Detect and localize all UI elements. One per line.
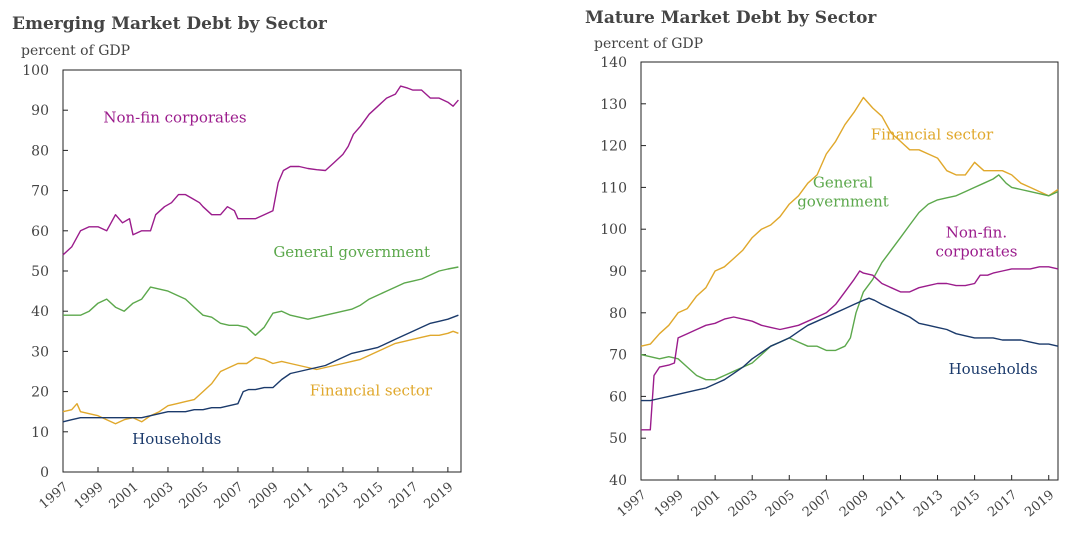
mature-non-fin-corporates-label: Non-fin. xyxy=(946,224,1007,242)
emerging-x-tick-label: 2003 xyxy=(142,480,177,513)
emerging-y-tick-label: 30 xyxy=(31,344,49,360)
mature-general-government-label: government xyxy=(797,192,889,210)
emerging-financial-sector-label: Financial sector xyxy=(310,382,433,400)
emerging-x-tick-label: 2019 xyxy=(421,480,456,513)
emerging-y-tick-label: 80 xyxy=(31,143,49,159)
mature-x-tick-label: 2015 xyxy=(948,488,983,521)
y-axis-unit-emerging: percent of GDP xyxy=(21,43,131,59)
mature-x-tick-label: 1997 xyxy=(615,488,650,521)
y-axis-unit-mature: percent of GDP xyxy=(594,36,704,52)
emerging-non-fin-corporates-line xyxy=(62,85,459,256)
emerging-x-tick-label: 2015 xyxy=(351,480,386,513)
emerging-y-tick-label: 50 xyxy=(31,264,49,280)
mature-y-tick-label: 140 xyxy=(600,55,627,71)
chart-title-mature: Mature Market Debt by Sector xyxy=(585,8,877,28)
emerging-general-government-line xyxy=(63,266,459,336)
emerging-x-tick-label: 2005 xyxy=(177,480,212,513)
emerging-financial-sector-line xyxy=(62,330,459,425)
mature-y-tick-label: 100 xyxy=(600,222,627,238)
emerging-non-fin-corporates-label: Non-fin corporates xyxy=(103,108,246,126)
emerging-y-tick-label: 0 xyxy=(40,465,49,481)
emerging-x-tick-label: 1997 xyxy=(37,480,72,513)
mature-y-tick-label: 60 xyxy=(609,389,627,405)
mature-financial-sector-label: Financial sector xyxy=(871,125,994,143)
chart-title-emerging: Emerging Market Debt by Sector xyxy=(12,14,327,34)
mature-x-tick-label: 1999 xyxy=(652,488,687,521)
mature-y-tick-label: 40 xyxy=(609,473,627,489)
emerging-x-tick-label: 2013 xyxy=(316,480,351,513)
mature-y-tick-label: 130 xyxy=(600,97,627,113)
emerging-x-tick-label: 2011 xyxy=(282,480,317,513)
emerging-x-tick-label: 2007 xyxy=(212,480,247,513)
mature-x-tick-label: 2013 xyxy=(911,488,946,521)
emerging-x-tick-label: 2017 xyxy=(386,480,421,513)
emerging-y-tick-label: 20 xyxy=(31,385,49,401)
mature-y-tick-label: 70 xyxy=(609,348,627,364)
mature-y-tick-label: 110 xyxy=(600,180,627,196)
emerging-y-tick-label: 60 xyxy=(31,224,49,240)
emerging-y-tick-label: 70 xyxy=(31,184,49,200)
mature-households-line xyxy=(641,297,1059,402)
emerging-households-label: Households xyxy=(132,430,221,448)
mature-non-fin-corporates-label: corporates xyxy=(935,243,1017,261)
emerging-households-line xyxy=(62,314,459,423)
emerging-y-tick-label: 100 xyxy=(22,63,49,79)
mature-y-tick-label: 80 xyxy=(609,306,627,322)
mature-x-tick-label: 2003 xyxy=(726,488,761,521)
mature-x-tick-label: 2017 xyxy=(985,488,1020,521)
mature-financial-sector-line xyxy=(640,96,1059,347)
emerging-y-tick-label: 40 xyxy=(31,304,49,320)
emerging-plot-frame xyxy=(62,69,462,473)
mature-y-tick-label: 120 xyxy=(600,139,627,155)
mature-x-tick-label: 2011 xyxy=(874,488,909,521)
emerging-y-tick-label: 10 xyxy=(31,425,49,441)
mature-general-government-label: General xyxy=(813,173,874,191)
mature-households-label: Households xyxy=(949,360,1038,378)
mature-y-tick-label: 50 xyxy=(609,431,627,447)
emerging-general-government-label: General government xyxy=(273,243,430,261)
emerging-x-tick-label: 2009 xyxy=(247,480,282,513)
mature-x-tick-label: 2005 xyxy=(763,488,798,521)
mature-x-tick-label: 2009 xyxy=(837,488,872,521)
mature-x-tick-label: 2019 xyxy=(1022,488,1057,521)
mature-x-tick-label: 2007 xyxy=(800,488,835,521)
emerging-x-tick-label: 1999 xyxy=(72,480,107,513)
mature-plot-frame xyxy=(640,61,1059,481)
mature-general-government-line xyxy=(640,174,1059,381)
emerging-y-tick-label: 90 xyxy=(31,103,49,119)
mature-y-tick-label: 90 xyxy=(609,264,627,280)
mature-x-tick-label: 2001 xyxy=(689,488,724,521)
emerging-x-tick-label: 2001 xyxy=(107,480,142,513)
mature-non-fin-corporates-line xyxy=(641,266,1059,431)
